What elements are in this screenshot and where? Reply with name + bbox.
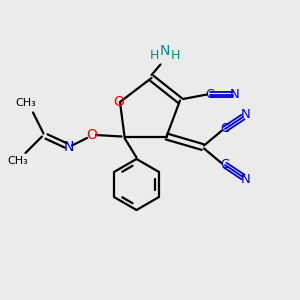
Text: C: C bbox=[220, 158, 230, 172]
Text: N: N bbox=[64, 140, 74, 154]
Text: C: C bbox=[206, 88, 214, 101]
Text: CH₃: CH₃ bbox=[15, 98, 36, 109]
Text: CH₃: CH₃ bbox=[8, 155, 29, 166]
Text: N: N bbox=[241, 108, 251, 121]
Text: H: H bbox=[171, 49, 180, 62]
Text: N: N bbox=[230, 88, 239, 101]
Text: O: O bbox=[86, 128, 97, 142]
Text: C: C bbox=[220, 122, 230, 136]
Text: H: H bbox=[150, 49, 159, 62]
Text: N: N bbox=[241, 173, 251, 186]
Text: O: O bbox=[113, 95, 124, 109]
Text: N: N bbox=[160, 44, 170, 58]
